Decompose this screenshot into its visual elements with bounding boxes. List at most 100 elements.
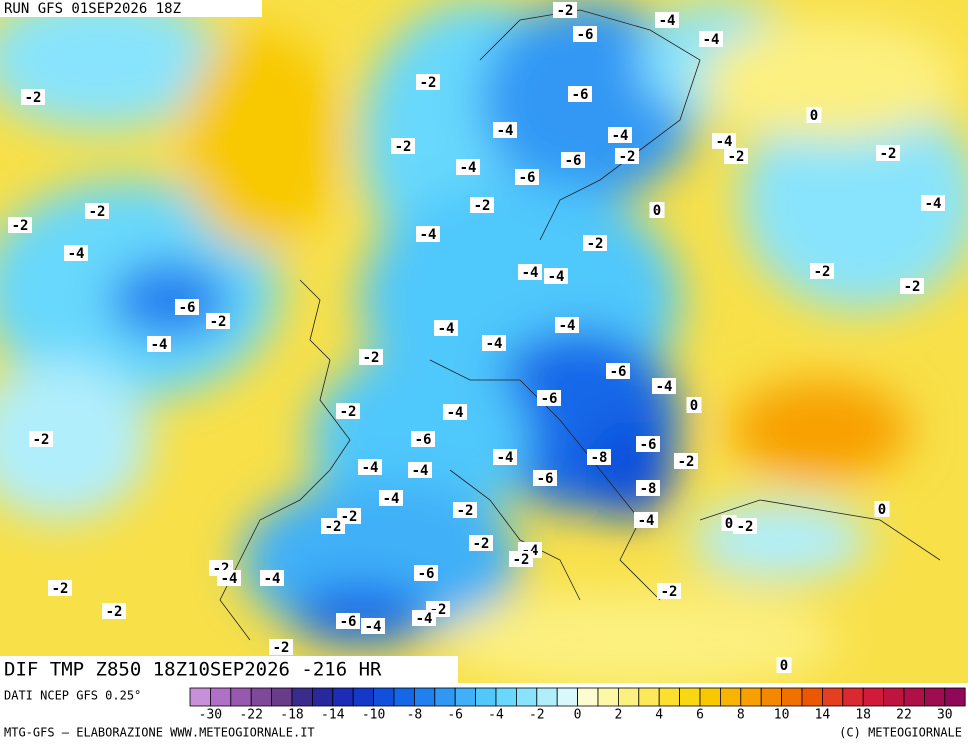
colorbar-tick-label: 22 bbox=[896, 708, 912, 723]
contour-label-box bbox=[636, 436, 660, 452]
contour-label-box bbox=[206, 313, 230, 329]
contour-label-box bbox=[615, 148, 639, 164]
contour-label-box bbox=[733, 518, 757, 534]
colorbar-swatch bbox=[352, 687, 375, 707]
contour-label-box bbox=[64, 245, 88, 261]
contour-label-box bbox=[674, 453, 698, 469]
contour-label-box bbox=[147, 336, 171, 352]
contour-label: -2 bbox=[33, 432, 50, 448]
contour-label-box bbox=[379, 490, 403, 506]
colorbar-tick-label: 2 bbox=[614, 708, 622, 723]
contour-label: -2 bbox=[106, 604, 123, 620]
colorbar-swatch bbox=[209, 687, 232, 707]
contour-label-box bbox=[336, 613, 360, 629]
contour-label-box bbox=[515, 169, 539, 185]
contour-label: -2 bbox=[619, 149, 636, 165]
contour-label: -4 bbox=[497, 123, 514, 139]
contour-label: -4 bbox=[703, 32, 720, 48]
contour-label: -2 bbox=[587, 236, 604, 252]
contour-label-box bbox=[217, 570, 241, 586]
contour-label: -2 bbox=[678, 454, 695, 470]
run-box bbox=[0, 0, 262, 17]
contour-label-box bbox=[724, 148, 748, 164]
colorbar-tick-label: -8 bbox=[407, 708, 423, 723]
colorbar-swatch bbox=[230, 687, 252, 707]
contour-label: 0 bbox=[878, 502, 886, 518]
contour-label: -4 bbox=[548, 269, 565, 285]
contour-label-box bbox=[416, 74, 440, 90]
source-label: DATI NCEP GFS 0.25° bbox=[4, 689, 141, 703]
contour-labels: -2-4-6 -4-2-2-60-4 -4 -4-2-6 -2 -2 -2-4-6-2 0-2… bbox=[8, 2, 945, 674]
contour-label: -4 bbox=[221, 571, 238, 587]
colorbar-swatch bbox=[332, 687, 354, 707]
contour-label-box bbox=[686, 397, 702, 413]
colorbar-swatch bbox=[924, 687, 946, 707]
contour-label-box bbox=[453, 502, 477, 518]
contour-label-box bbox=[568, 86, 592, 102]
copyright-label: (C) METEOGIORNALE bbox=[839, 726, 962, 740]
run-label: RUN GFS 01SEP2026 18Z bbox=[4, 1, 181, 17]
contour-label: -4 bbox=[460, 160, 477, 176]
colorbar-swatch bbox=[760, 687, 783, 707]
contour-label: -4 bbox=[412, 463, 429, 479]
contour-label-box bbox=[657, 583, 681, 599]
colorbar: -30 -22 -18 -14 -10 -8 -6 -4 -2 0 2 4 6 8 10 14 18 22 30 bbox=[189, 687, 966, 723]
contour-label-box bbox=[493, 449, 517, 465]
colorbar-swatch bbox=[679, 687, 701, 707]
contour-label: -2 bbox=[814, 264, 831, 280]
colorbar-swatch bbox=[740, 687, 762, 707]
contour-label: -2 bbox=[395, 139, 412, 155]
contour-label: -6 bbox=[179, 300, 196, 316]
contour-label: -6 bbox=[640, 437, 657, 453]
contour-label: -4 bbox=[420, 227, 437, 243]
contour-label: -2 bbox=[325, 519, 342, 535]
contour-label: -4 bbox=[416, 611, 433, 627]
contour-label: -4 bbox=[383, 491, 400, 507]
contour-label-box bbox=[260, 570, 284, 586]
contour-label-box bbox=[443, 404, 467, 420]
colorbar-swatch bbox=[577, 687, 599, 707]
contour-label: -4 bbox=[497, 450, 514, 466]
colorbar-swatch bbox=[556, 687, 579, 707]
contour-label: -4 bbox=[486, 336, 503, 352]
contour-label-box bbox=[721, 515, 737, 531]
contour-label-box bbox=[652, 378, 676, 394]
contour-label-box bbox=[336, 403, 360, 419]
contour-label: -2 bbox=[420, 75, 437, 91]
contour-label-box bbox=[48, 580, 72, 596]
contour-label-box bbox=[649, 202, 665, 218]
contour-label-box bbox=[608, 127, 632, 143]
colorbar-swatch bbox=[291, 687, 313, 707]
contour-label-box bbox=[583, 235, 607, 251]
contour-label-box bbox=[269, 639, 293, 655]
contour-label: -6 bbox=[572, 87, 589, 103]
contour-label-box bbox=[712, 133, 736, 149]
contour-label-box bbox=[456, 159, 480, 175]
contour-label-box bbox=[900, 278, 924, 294]
contour-label: -2 bbox=[557, 3, 574, 19]
colorbar-tick-label: -22 bbox=[239, 708, 262, 723]
colorbar-swatch bbox=[862, 687, 885, 707]
contour-label-box bbox=[606, 363, 630, 379]
contour-label: -4 bbox=[362, 460, 379, 476]
colorbar-tick-label: 4 bbox=[655, 708, 663, 723]
colorbar-swatch bbox=[475, 687, 497, 707]
colorbar-swatch bbox=[842, 687, 864, 707]
colorbar-swatch bbox=[189, 687, 211, 707]
contour-label: -2 bbox=[904, 279, 921, 295]
colorbar-tick-label: -18 bbox=[280, 708, 303, 723]
colorbar-swatch bbox=[516, 687, 538, 707]
contour-label-box bbox=[636, 480, 660, 496]
contour-label-box bbox=[876, 145, 900, 161]
contour-label-box bbox=[806, 107, 822, 123]
colorbar-tick-label: -4 bbox=[488, 708, 504, 723]
contour-label: -2 bbox=[737, 519, 754, 535]
contour-label-box bbox=[518, 264, 542, 280]
contour-label: -2 bbox=[273, 640, 290, 656]
field-box bbox=[0, 656, 458, 683]
colorbar-swatch bbox=[597, 687, 619, 707]
colorbar-swatch bbox=[822, 687, 844, 707]
contour-label-box bbox=[470, 197, 494, 213]
colorbar-swatch bbox=[801, 687, 823, 707]
